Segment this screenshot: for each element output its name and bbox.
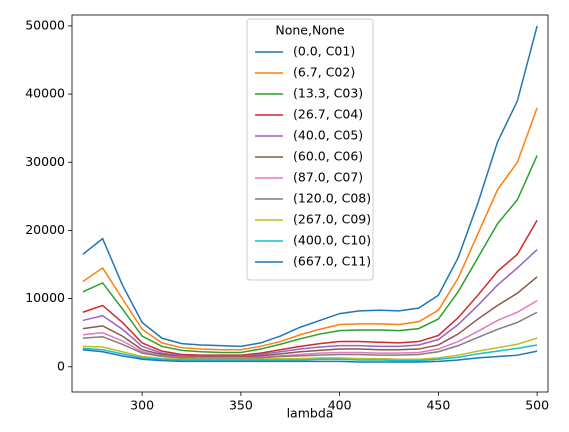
y-tick-label: 50000 bbox=[25, 17, 65, 32]
legend-box bbox=[246, 18, 374, 281]
series-line bbox=[82, 311, 538, 360]
legend-label: (13.3, C03) bbox=[293, 86, 363, 101]
y-tick-label: 20000 bbox=[25, 222, 65, 237]
series-line bbox=[82, 276, 538, 358]
legend-label: (0.0, C01) bbox=[293, 44, 355, 59]
legend-label: (87.0, C07) bbox=[293, 170, 363, 185]
x-tick-label: 450 bbox=[426, 398, 450, 413]
x-tick-label: 500 bbox=[525, 398, 549, 413]
series-line bbox=[82, 107, 538, 351]
legend-label: (267.0, C09) bbox=[293, 212, 371, 227]
legend-label: (26.7, C04) bbox=[293, 107, 363, 122]
legend-label: (60.0, C06) bbox=[293, 149, 363, 164]
legend-label: (667.0, C11) bbox=[293, 254, 371, 269]
x-axis-label: lambda bbox=[287, 406, 334, 421]
x-tick-label: 300 bbox=[130, 398, 154, 413]
series-line bbox=[82, 25, 538, 348]
y-tick-label: 10000 bbox=[25, 290, 65, 305]
series-line bbox=[82, 344, 538, 362]
x-tick-label: 400 bbox=[328, 398, 352, 413]
series-line bbox=[82, 337, 538, 361]
legend-label: (6.7, C02) bbox=[293, 65, 355, 80]
legend: None,None (0.0, C01) (6.7, C02) (13.3, C03)… bbox=[246, 18, 374, 281]
y-tick-label: 30000 bbox=[25, 154, 65, 169]
legend-label: (400.0, C10) bbox=[293, 233, 371, 248]
series-line bbox=[82, 348, 538, 363]
y-tick-label: 0 bbox=[57, 358, 65, 373]
series-line bbox=[82, 248, 538, 358]
legend-label: (40.0, C05) bbox=[293, 128, 363, 143]
legend-label: (120.0, C08) bbox=[293, 191, 371, 206]
series-line bbox=[82, 219, 538, 356]
x-tick-label: 350 bbox=[229, 398, 253, 413]
y-tick-label: 40000 bbox=[25, 86, 65, 101]
legend-title: None,None bbox=[275, 23, 345, 38]
plot-frame bbox=[71, 14, 549, 393]
series-line bbox=[82, 300, 538, 359]
series-line bbox=[82, 155, 538, 354]
